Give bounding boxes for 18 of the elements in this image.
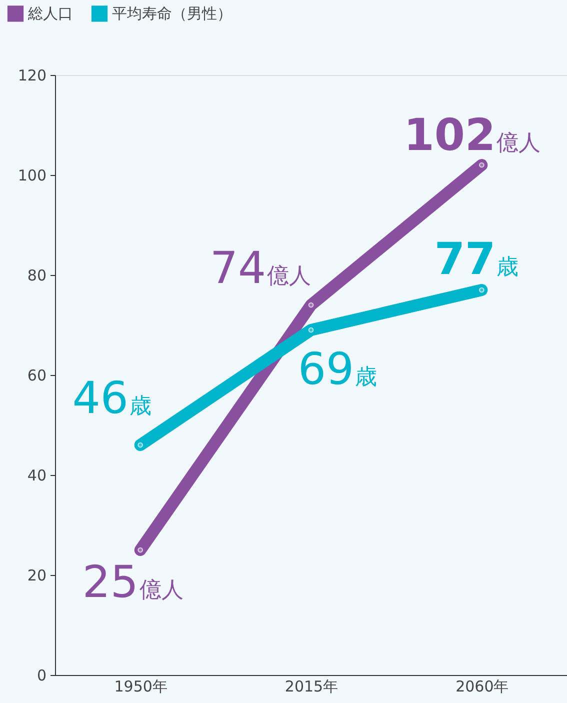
- y-tick-label: 40: [27, 466, 46, 484]
- y-tick-label: 20: [27, 566, 46, 584]
- y-tick-label: 120: [18, 66, 46, 84]
- y-tick-label: 60: [27, 366, 46, 384]
- x-tick-label: 1950年: [114, 678, 168, 696]
- x-tick-label: 2015年: [284, 678, 338, 696]
- y-tick-label: 0: [36, 666, 46, 684]
- data-label: 74億人: [210, 243, 311, 294]
- y-tick-label: 100: [18, 166, 46, 184]
- y-tick-label: 80: [27, 266, 46, 284]
- data-label: 46歳: [72, 373, 152, 424]
- data-label: 102億人: [404, 110, 541, 161]
- data-label: 77歳: [434, 234, 519, 285]
- x-tick-label: 2060年: [456, 678, 509, 696]
- legend-label: 平均寿命（男性）: [112, 4, 232, 23]
- data-label: 25億人: [82, 557, 184, 608]
- legend-label: 総人口: [27, 4, 73, 23]
- data-label: 69歳: [298, 344, 377, 395]
